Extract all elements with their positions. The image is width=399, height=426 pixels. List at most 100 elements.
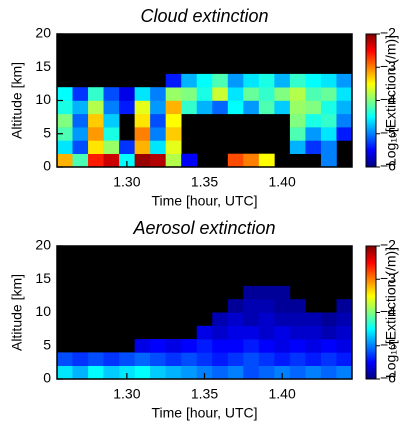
heat-cell xyxy=(103,113,120,128)
y-axis-title: Altitude [km] xyxy=(9,62,25,139)
x-tick-label: 1.40 xyxy=(269,386,296,402)
heat-cell xyxy=(196,352,213,366)
y-tick-label: 20 xyxy=(35,25,51,41)
heat-cell xyxy=(320,352,337,366)
heat-cell xyxy=(320,87,337,101)
heat-cell xyxy=(88,127,104,141)
x-tick-label: 1.30 xyxy=(113,174,140,190)
heat-cell xyxy=(196,339,213,353)
heat-cell xyxy=(181,339,198,353)
heat-cell xyxy=(150,87,166,101)
heat-cell xyxy=(212,100,229,115)
heat-cell xyxy=(336,100,353,115)
heat-cell xyxy=(72,352,89,366)
heat-cell xyxy=(305,87,322,101)
heat-cell xyxy=(103,352,120,366)
colorbar-tick-label: −3 xyxy=(380,58,396,74)
heat-cell xyxy=(134,339,151,353)
heat-cell xyxy=(336,365,353,380)
heat-cell xyxy=(336,127,353,141)
heat-cell xyxy=(196,325,213,340)
heat-cell xyxy=(305,100,322,115)
heat-cell xyxy=(336,73,353,88)
heat-cell xyxy=(181,365,198,380)
colorbar-tick-label: −2 xyxy=(380,237,396,253)
heat-cell xyxy=(305,325,322,340)
heat-cell xyxy=(274,339,291,353)
heat-cell xyxy=(212,73,229,88)
heat-cell xyxy=(274,352,291,366)
heat-cell xyxy=(150,140,166,154)
heat-cell xyxy=(88,352,104,366)
heat-cell xyxy=(274,365,291,380)
heat-cell xyxy=(134,352,151,366)
heat-cell xyxy=(258,87,275,101)
heat-cell xyxy=(134,113,151,128)
y-tick-label: 5 xyxy=(43,336,51,352)
heat-cell xyxy=(134,100,151,115)
heat-cell xyxy=(289,325,306,340)
heat-cell xyxy=(134,365,151,380)
heat-cell xyxy=(165,73,182,88)
heat-cell xyxy=(289,339,306,353)
heat-cell xyxy=(165,113,182,128)
heat-cell xyxy=(134,153,151,168)
heat-cell xyxy=(243,100,260,115)
heat-cell xyxy=(196,365,213,380)
heat-cell xyxy=(305,140,322,154)
chart-title: Aerosol extinction xyxy=(132,218,275,238)
heat-cell xyxy=(289,365,306,380)
heat-cell xyxy=(57,140,73,154)
heat-cell xyxy=(150,100,166,115)
heat-cell xyxy=(289,127,306,141)
y-tick-label: 20 xyxy=(35,237,51,253)
heat-cell xyxy=(150,127,166,141)
heat-cell xyxy=(72,100,89,115)
heat-cell xyxy=(165,87,182,101)
heat-cell xyxy=(243,352,260,366)
heat-cell xyxy=(57,352,73,366)
colorbar-tick-label: −6 xyxy=(380,158,396,174)
heat-cell xyxy=(196,87,213,101)
heat-cell xyxy=(150,365,166,380)
colorbar-tick-label: −3 xyxy=(380,270,396,286)
colorbar xyxy=(365,245,377,380)
heat-cell xyxy=(196,100,213,115)
heat-cell xyxy=(305,352,322,366)
heat-cell xyxy=(88,365,104,380)
heat-cell xyxy=(227,339,244,353)
heat-cell xyxy=(181,352,198,366)
heat-cell xyxy=(243,339,260,353)
heat-cell xyxy=(274,299,291,313)
heat-cell xyxy=(305,365,322,380)
heat-cell xyxy=(227,352,244,366)
heat-cell xyxy=(227,325,244,340)
heat-cell xyxy=(305,127,322,141)
heat-cell xyxy=(320,127,337,141)
y-tick-label: 10 xyxy=(35,91,51,107)
heat-cell xyxy=(150,113,166,128)
colorbar-tick-label: −4 xyxy=(380,303,396,319)
heat-cell xyxy=(258,365,275,380)
heat-cell xyxy=(72,365,89,380)
colorbar-tick-label: −6 xyxy=(380,370,396,386)
x-axis-title: Time [hour, UTC] xyxy=(151,405,257,421)
heat-cell xyxy=(165,352,182,366)
heat-cell xyxy=(274,87,291,101)
heat-cell xyxy=(165,140,182,154)
heat-cell xyxy=(227,73,244,88)
heat-cell xyxy=(320,140,337,154)
heat-cell xyxy=(289,352,306,366)
heat-cell xyxy=(103,153,120,168)
heat-cell xyxy=(305,339,322,353)
heat-cell xyxy=(212,87,229,101)
heat-cell xyxy=(258,339,275,353)
heat-cell xyxy=(243,312,260,327)
heat-cell xyxy=(165,100,182,115)
x-tick-label: 1.35 xyxy=(191,174,218,190)
heat-cell xyxy=(320,325,337,340)
heat-cell xyxy=(243,299,260,313)
heat-cell xyxy=(212,339,229,353)
colorbar-tick-label: −5 xyxy=(380,336,396,352)
heat-cell xyxy=(320,100,337,115)
